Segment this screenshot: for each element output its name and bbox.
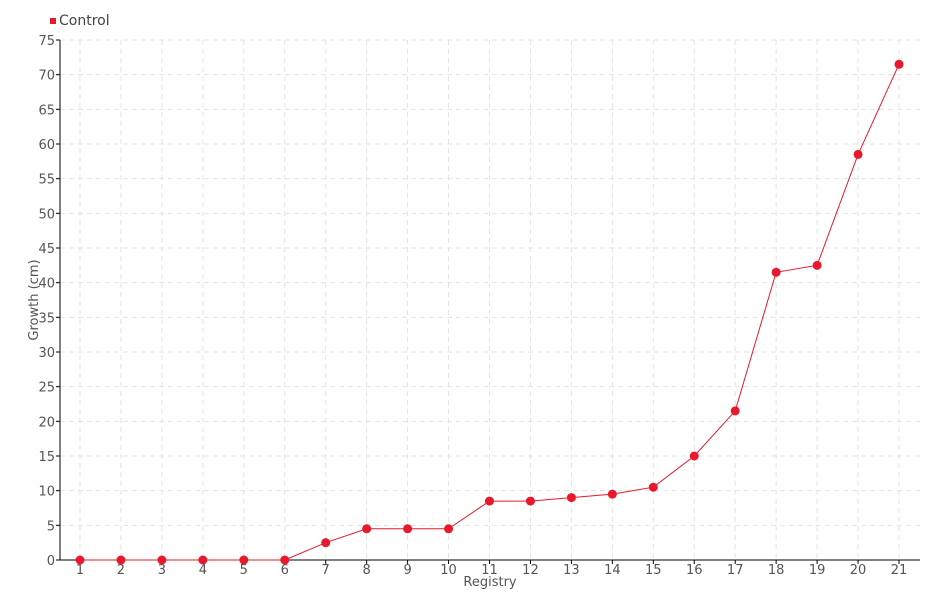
x-tick-label: 16 bbox=[686, 563, 703, 578]
x-tick-label: 10 bbox=[440, 563, 457, 578]
x-tick-label: 4 bbox=[199, 563, 207, 578]
y-axis-label: Growth (cm) bbox=[27, 259, 42, 340]
y-tick-label: 75 bbox=[38, 34, 55, 49]
x-tick-label: 6 bbox=[281, 563, 289, 578]
legend-label: Control bbox=[59, 13, 110, 29]
data-point bbox=[403, 524, 413, 534]
data-point bbox=[730, 406, 740, 416]
x-tick-label: 7 bbox=[322, 563, 330, 578]
y-tick-label: 65 bbox=[38, 103, 55, 118]
data-point bbox=[648, 482, 658, 492]
data-point bbox=[75, 555, 85, 565]
x-tick-label: 3 bbox=[158, 563, 166, 578]
data-point bbox=[198, 555, 208, 565]
data-point bbox=[362, 524, 372, 534]
data-point bbox=[485, 496, 494, 506]
data-point bbox=[321, 538, 331, 548]
data-point bbox=[853, 149, 863, 159]
data-point bbox=[157, 555, 167, 565]
x-tick-label: 15 bbox=[645, 563, 662, 578]
y-tick-label: 30 bbox=[38, 346, 55, 361]
data-point bbox=[444, 524, 454, 534]
y-tick-label: 0 bbox=[47, 554, 55, 569]
x-tick-label: 12 bbox=[522, 563, 539, 578]
x-tick-label: 20 bbox=[850, 563, 867, 578]
data-point bbox=[566, 493, 576, 503]
y-tick-label: 45 bbox=[38, 242, 55, 257]
data-point bbox=[607, 489, 617, 499]
x-tick-label: 11 bbox=[481, 563, 498, 578]
x-tick-label: 2 bbox=[117, 563, 125, 578]
legend[interactable]: Control bbox=[50, 13, 110, 29]
y-tick-label: 15 bbox=[38, 450, 55, 465]
data-point bbox=[239, 555, 249, 565]
data-point bbox=[116, 555, 126, 565]
data-point bbox=[280, 555, 290, 565]
x-tick-label: 21 bbox=[891, 563, 908, 578]
y-tick-label: 20 bbox=[38, 415, 55, 430]
x-tick-label: 17 bbox=[727, 563, 744, 578]
x-tick-label: 19 bbox=[809, 563, 826, 578]
y-tick-label: 25 bbox=[38, 381, 55, 396]
data-point bbox=[812, 260, 822, 270]
x-tick-label: 8 bbox=[363, 563, 371, 578]
x-tick-label: 13 bbox=[563, 563, 580, 578]
data-point bbox=[771, 267, 781, 277]
x-tick-label: 9 bbox=[403, 563, 411, 578]
y-tick-label: 55 bbox=[38, 173, 55, 188]
y-tick-label: 70 bbox=[38, 69, 55, 84]
y-tick-label: 50 bbox=[38, 207, 55, 222]
x-tick-label: 5 bbox=[240, 563, 248, 578]
x-axis-label: Registry bbox=[463, 575, 517, 590]
y-tick-label: 10 bbox=[38, 485, 55, 500]
data-point bbox=[525, 496, 535, 506]
x-tick-label: 18 bbox=[768, 563, 785, 578]
data-point bbox=[689, 451, 699, 461]
y-tick-label: 35 bbox=[38, 311, 55, 326]
x-tick-label: 14 bbox=[604, 563, 621, 578]
y-tick-label: 5 bbox=[47, 519, 55, 534]
legend-swatch bbox=[50, 18, 56, 24]
y-tick-label: 40 bbox=[38, 277, 55, 292]
data-point bbox=[894, 59, 904, 69]
y-tick-label: 60 bbox=[38, 138, 55, 153]
x-tick-label: 1 bbox=[76, 563, 84, 578]
